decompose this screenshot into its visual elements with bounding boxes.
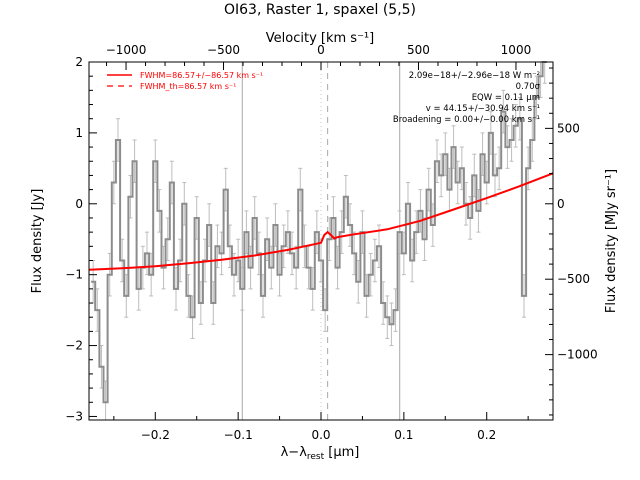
legend: FWHM=86.57+/−86.57 km s⁻¹ FWHM_th=86.57 … (107, 71, 263, 91)
x-axis-title-unit: [μm] (324, 445, 359, 460)
x-tick-label: 0.1 (394, 428, 413, 442)
annotation-velocity: v = 44.15+/−30.94 km s⁻¹ (426, 104, 540, 114)
x-tick-label: 0.0 (311, 428, 330, 442)
x-axis-title-main: λ−λ (281, 445, 308, 460)
fit-curve (88, 172, 554, 271)
x2-tick-label: 1000 (501, 43, 532, 57)
y2-tick-label: −500 (557, 272, 590, 286)
y-axis-title: Flux density [Jy] (30, 189, 45, 294)
y-tick-label: −2 (65, 339, 83, 353)
top-axis-title: Velocity [km s⁻¹] (266, 31, 374, 46)
annotation-broadening: Broadening = 0.00+/−0.00 km s⁻¹ (393, 115, 540, 125)
annotations: 2.09e−18+/−2.96e−18 W m⁻² 0.70σ EQW = 0.… (393, 71, 541, 125)
y-tick-label: −3 (65, 409, 83, 423)
x-tick-label: −0.2 (141, 428, 170, 442)
x-axis-title: λ−λrest [μm] (281, 445, 360, 462)
y2-tick-label: 0 (557, 197, 565, 211)
x2-tick-label: −500 (207, 43, 240, 57)
annotation-flux: 2.09e−18+/−2.96e−18 W m⁻² (409, 71, 540, 81)
legend-label-dashed: FWHM_th=86.57 km s⁻¹ (140, 82, 236, 91)
x-tick-label: 0.2 (477, 428, 496, 442)
annotation-sigma: 0.70σ (516, 82, 541, 92)
legend-label-solid: FWHM=86.57+/−86.57 km s⁻¹ (140, 71, 263, 80)
x2-tick-label: 0 (317, 43, 325, 57)
y2-tick-label: 500 (557, 121, 580, 135)
x2-tick-label: 500 (407, 43, 430, 57)
y-tick-label: 1 (75, 126, 83, 140)
y-tick-label: 0 (75, 197, 83, 211)
y2-tick-label: −1000 (557, 348, 598, 362)
annotation-eqw: EQW = 0.11 μm (472, 93, 540, 103)
axes: −0.2 −0.1 0.0 0.1 0.2 −1000 −500 0 500 1000 −3 −2 −1… (65, 43, 597, 442)
x-tick-label: −0.1 (224, 428, 253, 442)
chart-title: OI63, Raster 1, spaxel (5,5) (224, 2, 416, 18)
spectrum-step-line (91, 61, 547, 404)
y-tick-label: −1 (65, 268, 83, 282)
y-tick-label: 2 (75, 55, 83, 69)
plot-marks (88, 61, 554, 421)
right-axis-title: Flux density [MJy sr⁻¹] (604, 169, 619, 313)
x2-tick-label: −1000 (106, 43, 147, 57)
x-axis-title-sub: rest (307, 452, 325, 462)
